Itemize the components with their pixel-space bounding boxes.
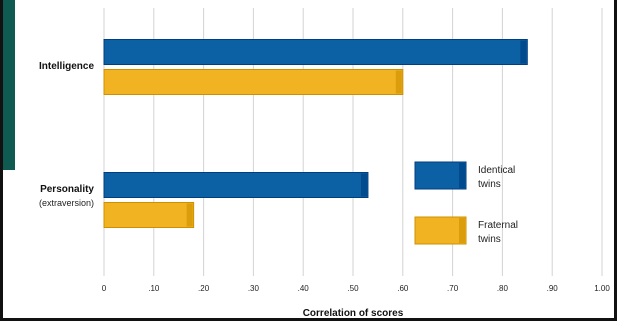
bar-shading — [186, 203, 193, 227]
x-tick-label: 0 — [102, 284, 107, 293]
fraternal-twins-legend-label: Fraternal — [478, 220, 518, 231]
x-tick-label: 1.00 — [594, 284, 610, 293]
fraternal-twins-bar — [103, 69, 404, 95]
labels-layer: 0 .10 .20 .30 .40 .50 .60 .70 .80 .90 1.00 Intellig… — [39, 61, 610, 293]
x-tick-label: .20 — [198, 284, 210, 293]
bar-shading — [395, 70, 402, 94]
category-sublabel: (extraversion) — [39, 198, 94, 208]
fraternal-twins-legend-swatch — [414, 216, 467, 245]
x-tick-label: .60 — [397, 284, 409, 293]
x-axis-title: Correlation of scores — [303, 308, 404, 319]
twin-correlation-chart: 0 .10 .20 .30 .40 .50 .60 .70 .80 .90 1.00 Intellig… — [39, 8, 610, 319]
x-tick-label: .90 — [547, 284, 559, 293]
category-label: Intelligence — [39, 61, 94, 72]
x-tick-label: .70 — [447, 284, 459, 293]
legend-swatch-shading — [459, 218, 465, 243]
category-label: Personality — [40, 184, 94, 195]
identical-twins-bar — [103, 39, 528, 65]
x-tick-label: .50 — [347, 284, 359, 293]
bar-shading — [520, 40, 527, 64]
fraternal-twins-bar — [103, 202, 195, 228]
legend-layer: Identical twins Fraternal twins — [414, 161, 518, 245]
identical-twins-legend-swatch — [414, 161, 467, 190]
x-tick-label: .40 — [298, 284, 310, 293]
x-tick-label: .10 — [148, 284, 160, 293]
x-tick-label: .80 — [497, 284, 509, 293]
identical-twins-legend-label: Identical — [478, 165, 515, 176]
fraternal-twins-legend-label: twins — [478, 234, 501, 245]
legend-swatch-shading — [459, 163, 465, 188]
bar-shading — [360, 173, 367, 197]
identical-twins-legend-label: twins — [478, 179, 501, 190]
x-tick-label: .30 — [248, 284, 260, 293]
bars-layer — [103, 39, 528, 228]
identical-twins-bar — [103, 172, 369, 198]
